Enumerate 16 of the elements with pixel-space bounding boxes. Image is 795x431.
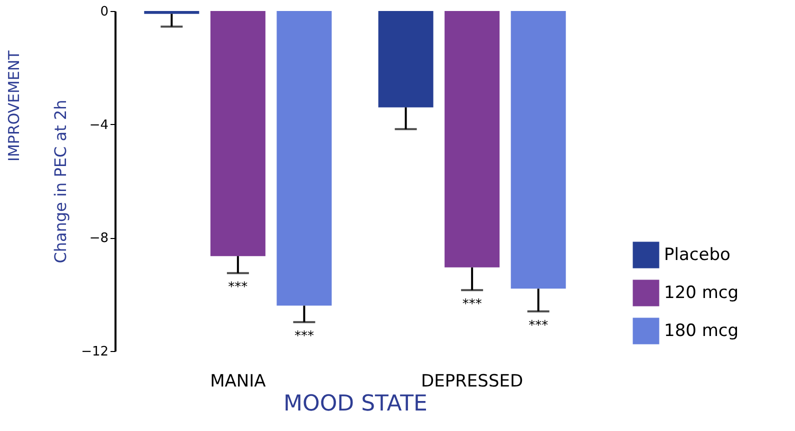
legend-label: 180 mcg bbox=[664, 321, 739, 341]
x-axis-title: MOOD STATE bbox=[284, 392, 428, 416]
text: IMPROVEMENT bbox=[5, 50, 23, 162]
y-tick-label: −4 bbox=[89, 118, 108, 133]
data-label: *** bbox=[294, 329, 314, 344]
y-tick-label: −12 bbox=[81, 344, 108, 360]
x-tick-label: DEPRESSED bbox=[421, 372, 524, 392]
y-tick-label: 0 bbox=[100, 4, 108, 20]
y-tick-label: −8 bbox=[89, 231, 108, 246]
y-axis-title: Change in PEC at 2h bbox=[51, 100, 70, 264]
data-label: *** bbox=[228, 280, 248, 296]
data-label: *** bbox=[528, 318, 549, 334]
data-label: *** bbox=[462, 297, 482, 312]
legend-label: Placebo bbox=[664, 245, 730, 265]
legend-label: 120 mcg bbox=[664, 283, 739, 303]
x-tick-label: MANIA bbox=[210, 372, 266, 392]
